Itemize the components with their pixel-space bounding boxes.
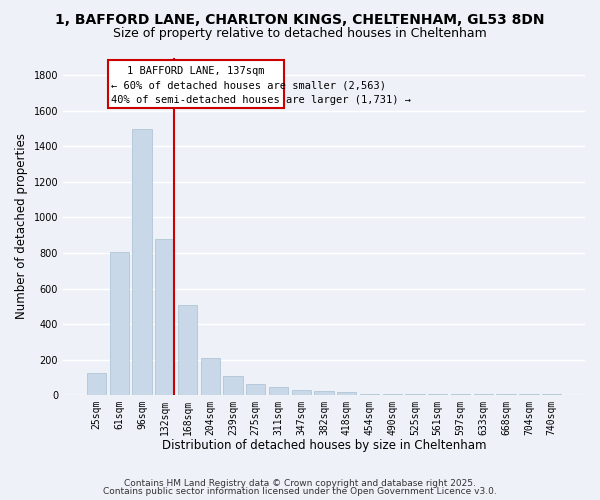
- Bar: [383, 394, 402, 395]
- X-axis label: Distribution of detached houses by size in Cheltenham: Distribution of detached houses by size …: [162, 440, 486, 452]
- Bar: [178, 306, 197, 395]
- Text: Size of property relative to detached houses in Cheltenham: Size of property relative to detached ho…: [113, 28, 487, 40]
- Bar: [451, 394, 470, 395]
- Bar: [473, 394, 493, 395]
- Bar: [314, 391, 334, 395]
- Bar: [246, 384, 265, 395]
- Bar: [337, 392, 356, 395]
- Bar: [132, 128, 152, 395]
- Text: 40% of semi-detached houses are larger (1,731) →: 40% of semi-detached houses are larger (…: [110, 95, 410, 105]
- Bar: [200, 358, 220, 395]
- Text: Contains HM Land Registry data © Crown copyright and database right 2025.: Contains HM Land Registry data © Crown c…: [124, 478, 476, 488]
- Bar: [87, 373, 106, 395]
- Bar: [292, 390, 311, 395]
- Bar: [496, 394, 516, 395]
- Bar: [542, 394, 561, 395]
- Bar: [406, 394, 425, 395]
- Bar: [360, 394, 379, 395]
- Bar: [155, 239, 175, 395]
- Text: Contains public sector information licensed under the Open Government Licence v3: Contains public sector information licen…: [103, 487, 497, 496]
- Text: 1 BAFFORD LANE, 137sqm: 1 BAFFORD LANE, 137sqm: [127, 66, 265, 76]
- Bar: [269, 387, 288, 395]
- Bar: [519, 394, 539, 395]
- FancyBboxPatch shape: [108, 60, 284, 108]
- Bar: [428, 394, 448, 395]
- Text: ← 60% of detached houses are smaller (2,563): ← 60% of detached houses are smaller (2,…: [110, 81, 386, 91]
- Bar: [110, 252, 129, 395]
- Y-axis label: Number of detached properties: Number of detached properties: [15, 134, 28, 320]
- Bar: [223, 376, 242, 395]
- Text: 1, BAFFORD LANE, CHARLTON KINGS, CHELTENHAM, GL53 8DN: 1, BAFFORD LANE, CHARLTON KINGS, CHELTEN…: [55, 12, 545, 26]
